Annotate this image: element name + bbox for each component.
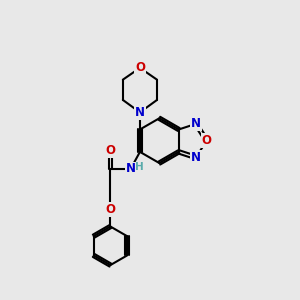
Text: O: O (105, 203, 116, 216)
Text: N: N (126, 163, 136, 176)
Text: H: H (135, 162, 144, 172)
Text: O: O (135, 61, 145, 74)
Text: N: N (191, 117, 201, 130)
Text: O: O (202, 134, 212, 147)
Text: O: O (105, 144, 116, 158)
Text: N: N (191, 151, 201, 164)
Text: N: N (135, 106, 145, 119)
